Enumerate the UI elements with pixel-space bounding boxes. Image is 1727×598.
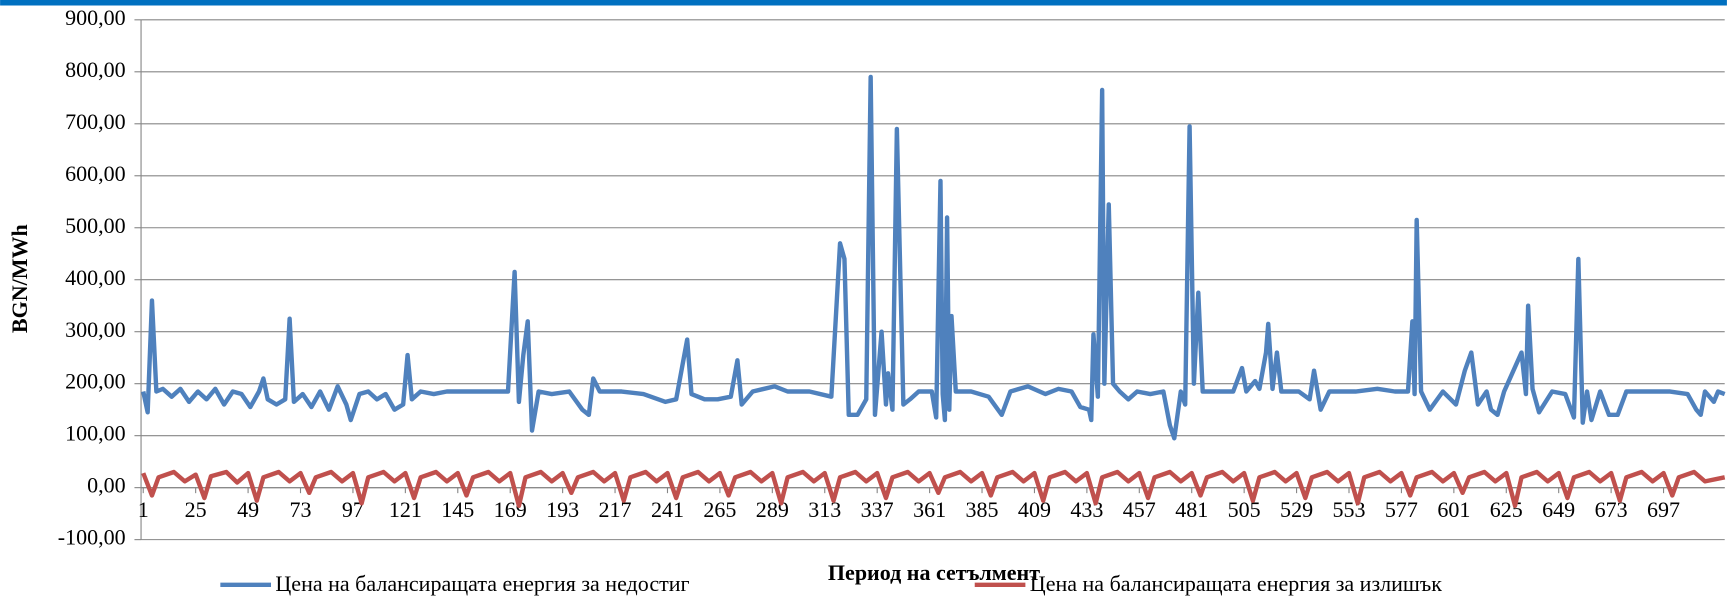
y-tick-label: -100,00 (58, 525, 126, 550)
series-line (141, 469, 1726, 509)
x-tick-label: 313 (808, 497, 841, 522)
x-tick-label: 1 (138, 497, 149, 522)
y-tick-label: 200,00 (65, 369, 126, 394)
legend-label: Цена на балансиращата енергия за недости… (275, 571, 689, 596)
y-tick-label: 400,00 (65, 265, 126, 290)
x-tick-label: 145 (441, 497, 474, 522)
y-tick-label: 800,00 (65, 57, 126, 82)
y-tick-label: 700,00 (65, 109, 126, 134)
y-tick-label: 900,00 (65, 5, 126, 30)
x-tick-label: 361 (913, 497, 946, 522)
y-axis-title: BGN/MWh (7, 224, 32, 333)
x-tick-label: 505 (1228, 497, 1261, 522)
x-tick-label: 241 (651, 497, 684, 522)
y-tick-label: 0,00 (87, 473, 126, 498)
y-tick-label: 500,00 (65, 213, 126, 238)
x-tick-label: 25 (185, 497, 207, 522)
x-tick-label: 337 (861, 497, 894, 522)
x-tick-label: 409 (1018, 497, 1051, 522)
x-tick-label: 49 (237, 497, 259, 522)
x-tick-label: 697 (1647, 497, 1680, 522)
x-tick-label: 601 (1437, 497, 1470, 522)
x-tick-label: 193 (546, 497, 579, 522)
x-tick-label: 673 (1595, 497, 1628, 522)
x-tick-label: 457 (1123, 497, 1156, 522)
x-tick-label: 385 (966, 497, 999, 522)
x-tick-label: 73 (290, 497, 312, 522)
x-tick-label: 121 (389, 497, 422, 522)
x-tick-label: 577 (1385, 497, 1418, 522)
x-tick-label: 265 (703, 497, 736, 522)
x-axis-title: Период на сетълмент (828, 560, 1040, 585)
x-tick-label: 649 (1542, 497, 1575, 522)
x-tick-label: 481 (1175, 497, 1208, 522)
y-tick-label: 600,00 (65, 161, 126, 186)
y-tick-label: 100,00 (65, 421, 126, 446)
x-tick-label: 529 (1280, 497, 1313, 522)
series-line (141, 74, 1726, 441)
top-bar (0, 0, 1727, 6)
x-tick-label: 217 (599, 497, 632, 522)
legend-label: Цена на балансиращата енергия за излишък (1030, 571, 1442, 596)
x-tick-label: 97 (342, 497, 364, 522)
y-tick-label: 300,00 (65, 317, 126, 342)
